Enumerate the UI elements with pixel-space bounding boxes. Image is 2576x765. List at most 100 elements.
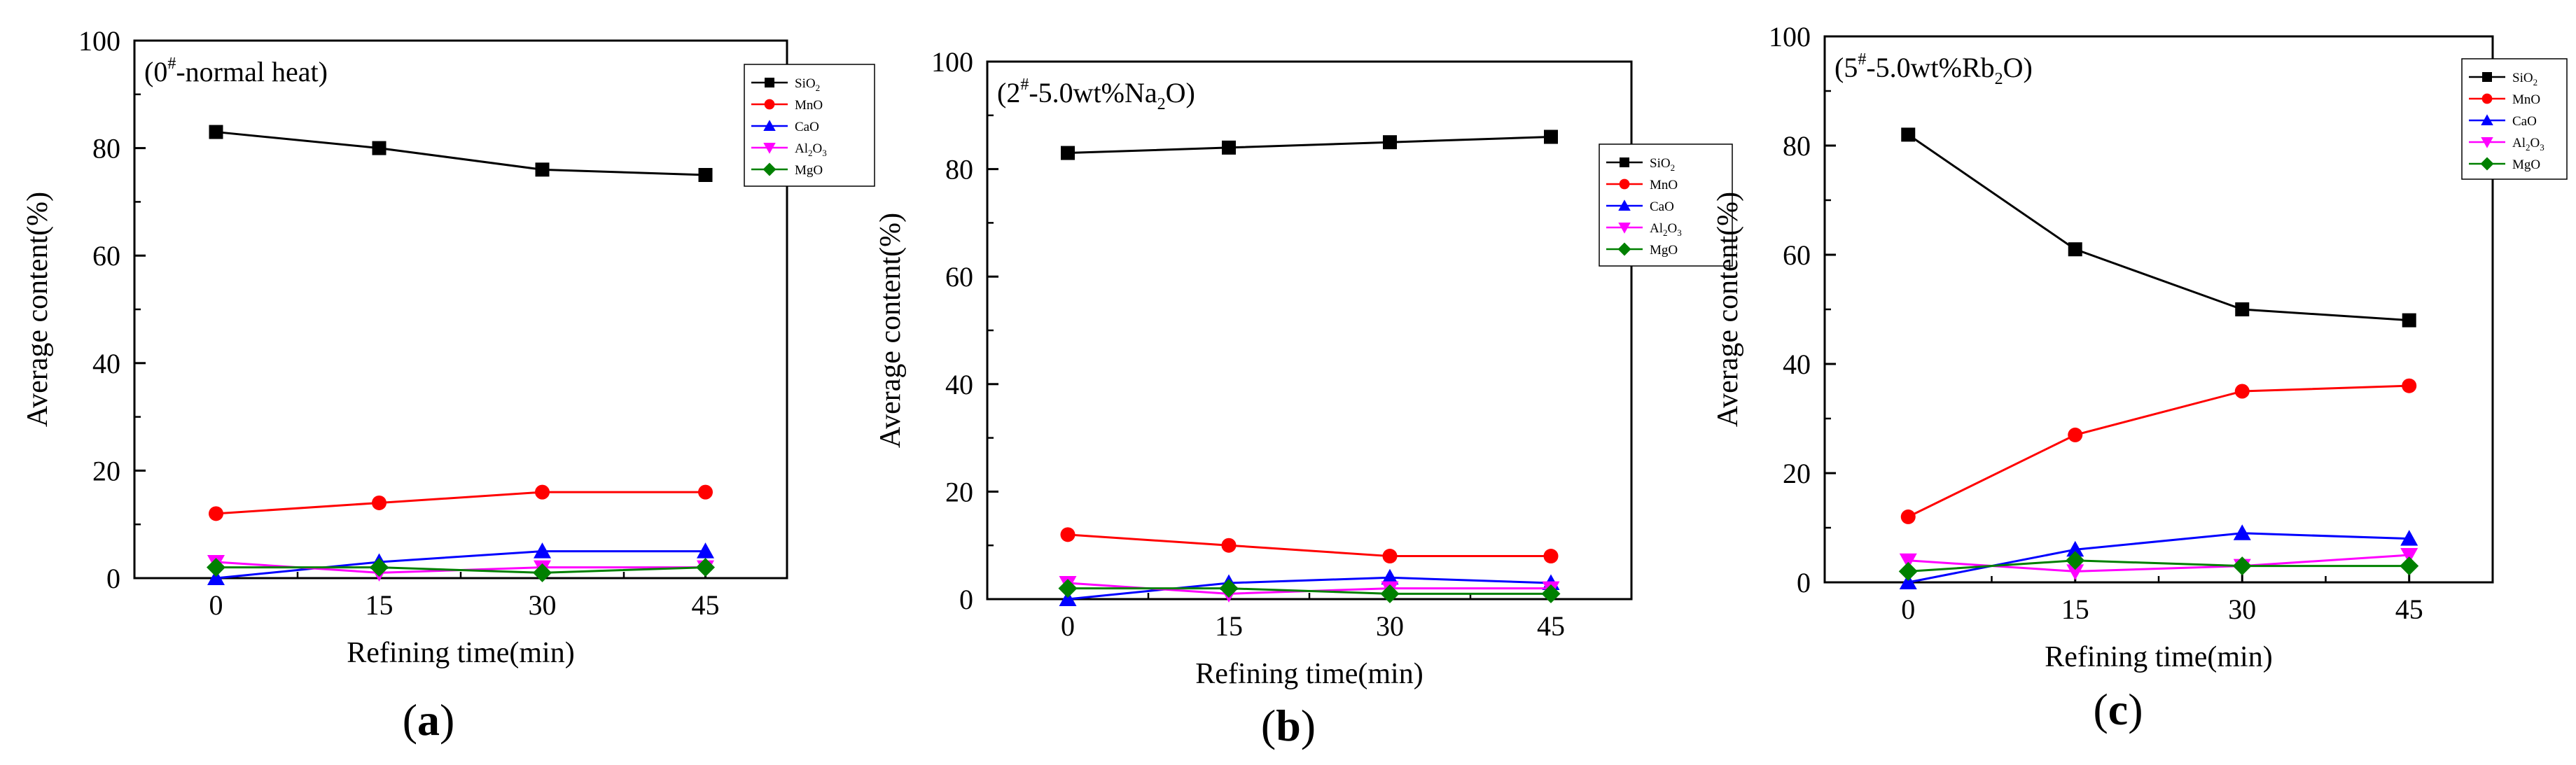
y-tick-label: 100 bbox=[78, 25, 120, 57]
x-tick-label: 45 bbox=[2395, 594, 2423, 625]
series-line-sio2 bbox=[216, 131, 706, 176]
x-tick-label: 45 bbox=[1537, 610, 1565, 642]
data-point-mgo bbox=[2400, 556, 2419, 576]
series-line-sio2 bbox=[1907, 134, 2409, 322]
x-axis-title: Refining time(min) bbox=[1195, 658, 1423, 690]
data-point-mno bbox=[1382, 549, 1398, 564]
data-point-mgo bbox=[1898, 561, 1918, 581]
y-tick-label: 0 bbox=[1797, 567, 1811, 598]
data-point-mno bbox=[1221, 538, 1237, 553]
data-point-mgo bbox=[696, 558, 715, 577]
data-point-cao bbox=[697, 542, 714, 559]
x-tick-label: 30 bbox=[529, 589, 557, 621]
x-tick-label: 0 bbox=[1061, 610, 1075, 642]
y-tick-label: 0 bbox=[959, 584, 973, 615]
data-point-sio2 bbox=[1061, 146, 1075, 160]
data-point-cao bbox=[2066, 540, 2084, 557]
panel-title: (2#-5.0wt%Na2O) bbox=[997, 76, 1195, 113]
y-tick-label: 60 bbox=[945, 261, 973, 293]
data-point-cao bbox=[1899, 573, 1917, 589]
data-point-sio2 bbox=[1383, 135, 1397, 150]
data-point-sio2 bbox=[1901, 127, 1916, 142]
legend-marker bbox=[763, 162, 777, 176]
data-point-mgo bbox=[2066, 551, 2085, 570]
plot-frame bbox=[986, 60, 1633, 601]
legend-marker bbox=[2481, 93, 2493, 104]
data-point-mgo bbox=[207, 558, 225, 577]
data-point-mno bbox=[372, 495, 387, 510]
legend-marker bbox=[1618, 199, 1631, 211]
x-tick-label: 15 bbox=[2061, 594, 2089, 625]
y-axis-title: Average content(%) bbox=[22, 192, 54, 427]
data-point-mno bbox=[1060, 527, 1075, 542]
series-line-mno bbox=[1907, 384, 2409, 518]
y-tick-label: 100 bbox=[931, 46, 973, 78]
legend-marker bbox=[763, 120, 776, 131]
series-line-cao bbox=[216, 550, 706, 580]
legend-label: MgO bbox=[2512, 157, 2540, 172]
plot-frame bbox=[1823, 35, 2494, 584]
series-line-cao bbox=[1907, 532, 2409, 584]
y-axis-title: Average content(%) bbox=[1712, 192, 1744, 427]
y-tick-label: 40 bbox=[92, 348, 120, 379]
data-point-cao bbox=[207, 569, 225, 585]
panel-a: 0 20 40 60 80 100 0 15 30 45 Refining time(min) Ave… bbox=[22, 25, 875, 745]
legend-label: MnO bbox=[795, 98, 823, 113]
legend-marker bbox=[1618, 223, 1631, 234]
data-point-mgo bbox=[1058, 579, 1078, 598]
legend-marker bbox=[763, 143, 776, 154]
y-tick-label: 20 bbox=[92, 455, 120, 486]
y-tick-label: 0 bbox=[106, 563, 120, 594]
legend-marker bbox=[2481, 114, 2493, 125]
legend: SiO2 MnO CaO Al2O3 MgO bbox=[744, 64, 875, 187]
data-point-sio2 bbox=[2235, 302, 2250, 316]
legend-label: CaO bbox=[2512, 114, 2537, 129]
x-tick-label: 0 bbox=[1901, 594, 1915, 625]
y-tick-label: 60 bbox=[92, 240, 120, 272]
data-point-sio2 bbox=[535, 162, 550, 177]
legend-marker bbox=[2480, 157, 2494, 171]
data-point-cao bbox=[2400, 530, 2418, 546]
data-point-sio2 bbox=[698, 168, 713, 182]
y-tick-label: 80 bbox=[92, 133, 120, 164]
legend: SiO2 MnO CaO Al2O3 MgO bbox=[1599, 143, 1733, 267]
panel-letter: (c) bbox=[2093, 685, 2143, 734]
data-point-al2o3 bbox=[1899, 553, 1917, 570]
data-point-mgo bbox=[1541, 584, 1561, 603]
series-line-sio2 bbox=[1067, 136, 1552, 155]
legend-label: SiO2 bbox=[795, 76, 820, 93]
x-axis-title: Refining time(min) bbox=[2045, 641, 2272, 673]
data-point-cao bbox=[534, 542, 551, 559]
data-point-mgo bbox=[1380, 584, 1400, 603]
data-point-mno bbox=[1543, 549, 1559, 564]
data-point-sio2 bbox=[209, 125, 223, 139]
data-point-cao bbox=[1059, 590, 1077, 606]
series-line-cao bbox=[1067, 576, 1552, 601]
legend-label: MgO bbox=[1650, 243, 1678, 258]
legend-label: CaO bbox=[795, 120, 819, 134]
x-tick-label: 15 bbox=[365, 589, 394, 621]
y-tick-label: 60 bbox=[1783, 239, 1811, 271]
data-point-mno bbox=[1900, 509, 1916, 524]
data-point-mgo bbox=[1219, 579, 1239, 598]
legend-label: Al2O3 bbox=[2512, 136, 2544, 153]
y-tick-label: 100 bbox=[1769, 21, 1811, 52]
x-axis-title: Refining time(min) bbox=[347, 637, 574, 669]
data-point-mno bbox=[2402, 378, 2417, 393]
data-point-mno bbox=[2068, 427, 2083, 442]
legend-marker bbox=[1619, 178, 1630, 190]
series-line-mgo bbox=[1908, 559, 2409, 573]
panel-c: 0 20 40 60 80 100 0 15 30 45 Refining time(min) Ave… bbox=[1712, 21, 2568, 734]
legend: SiO2 MnO CaO Al2O3 MgO bbox=[2461, 58, 2568, 180]
legend-marker bbox=[1620, 157, 1629, 167]
legend-label: MnO bbox=[1650, 178, 1678, 192]
data-point-mgo bbox=[533, 563, 552, 582]
legend-marker bbox=[764, 99, 775, 110]
data-point-mno bbox=[698, 484, 713, 500]
panel-b: 0 20 40 60 80 100 0 15 30 45 Refining time(min) Ave… bbox=[875, 46, 1733, 750]
x-tick-label: 30 bbox=[2228, 594, 2256, 625]
x-tick-label: 30 bbox=[1376, 610, 1404, 642]
panel-title: (5#-5.0wt%Rb2O) bbox=[1834, 50, 2033, 88]
legend-label: Al2O3 bbox=[795, 141, 827, 158]
data-point-al2o3 bbox=[2400, 548, 2418, 564]
